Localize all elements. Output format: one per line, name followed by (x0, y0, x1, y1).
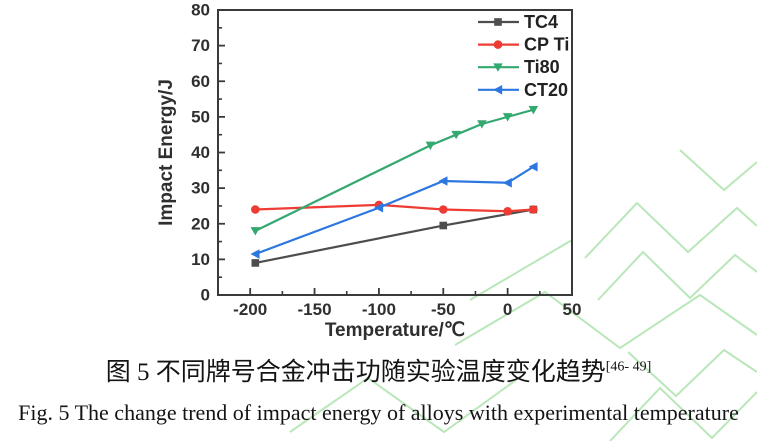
circle-marker (438, 205, 448, 214)
series-CP-Ti (251, 200, 538, 216)
x-tick-label: -200 (233, 300, 267, 319)
triangle-left-marker (502, 177, 512, 188)
x-tick-label: -150 (298, 300, 332, 319)
series-line (254, 108, 534, 232)
y-tick-label: 50 (191, 107, 210, 126)
series-TC4 (251, 205, 538, 267)
y-tick-label: 30 (191, 179, 210, 198)
impact-energy-chart: -200 -150 -100 -50 0 50 0 10 20 30 40 50 60 70 80 Tempe… (156, 1, 582, 341)
x-tick-label: 50 (563, 300, 582, 319)
triangle-left-marker (528, 161, 538, 172)
watermark-zigzag (627, 348, 757, 398)
triangle-down-marker (502, 113, 513, 122)
y-tick-label: 80 (191, 1, 210, 20)
triangle-left-marker (493, 85, 503, 95)
triangle-down-marker (477, 120, 487, 129)
legend-item-CT20: CT20 (478, 80, 568, 100)
square-marker (494, 18, 502, 26)
caption-chinese-text: 图 5 不同牌号合金冲击功随实验温度变化趋势 (105, 359, 606, 386)
citation-superscript: [46- 49] (605, 359, 652, 375)
legend-item-Ti80: Ti80 (478, 57, 560, 77)
y-tick-label: 40 (191, 143, 210, 162)
circle-marker (529, 205, 538, 214)
series-line (255, 208, 534, 265)
legend-label: CT20 (524, 80, 568, 100)
y-tick-label: 70 (191, 36, 210, 55)
legend-label: Ti80 (524, 57, 560, 77)
y-tick-label: 60 (191, 72, 210, 91)
triangle-down-marker (493, 63, 503, 72)
series-CT20 (250, 161, 538, 259)
x-tick-label: -100 (362, 300, 396, 319)
y-tick-label: 0 (201, 286, 210, 305)
watermark-zigzag (679, 149, 757, 192)
x-tick-label: -50 (431, 300, 456, 319)
watermark-zigzag (469, 239, 573, 301)
triangle-down-marker (528, 105, 539, 115)
y-tick-label: 20 (191, 214, 210, 233)
legend-item-TC4: TC4 (478, 12, 558, 32)
triangle-down-marker (250, 227, 261, 236)
legend-label: TC4 (524, 12, 558, 32)
x-axis-title: Temperature/℃ (325, 320, 465, 341)
watermark-zigzag (289, 376, 517, 434)
caption-chinese: 图 5 不同牌号合金冲击功随实验温度变化趋势[46- 49] (0, 352, 757, 388)
watermark-zigzag (597, 250, 757, 301)
caption-english: Fig. 5 The change trend of impact energy… (18, 400, 739, 425)
triangle-down-marker (451, 130, 461, 140)
x-tick-label: 0 (503, 300, 512, 319)
triangle-left-marker (438, 176, 448, 186)
plot-frame (217, 9, 573, 296)
triangle-left-marker (250, 249, 260, 259)
legend-label: CP Ti (524, 35, 569, 55)
legend-item-CP-Ti: CP Ti (478, 35, 569, 55)
circle-marker (493, 40, 503, 49)
triangle-left-marker (374, 202, 384, 213)
circle-marker (251, 205, 260, 214)
circle-marker (503, 206, 512, 216)
y-axis-title: Impact Energy/J (156, 79, 177, 226)
watermark-zigzag (584, 201, 757, 259)
square-marker (251, 259, 260, 267)
square-marker (439, 221, 448, 230)
watermark-zigzag (454, 290, 757, 350)
triangle-down-marker (425, 141, 436, 150)
y-tick-label: 10 (191, 250, 210, 269)
series-Ti80 (250, 105, 539, 236)
watermark-zigzag (609, 386, 757, 441)
